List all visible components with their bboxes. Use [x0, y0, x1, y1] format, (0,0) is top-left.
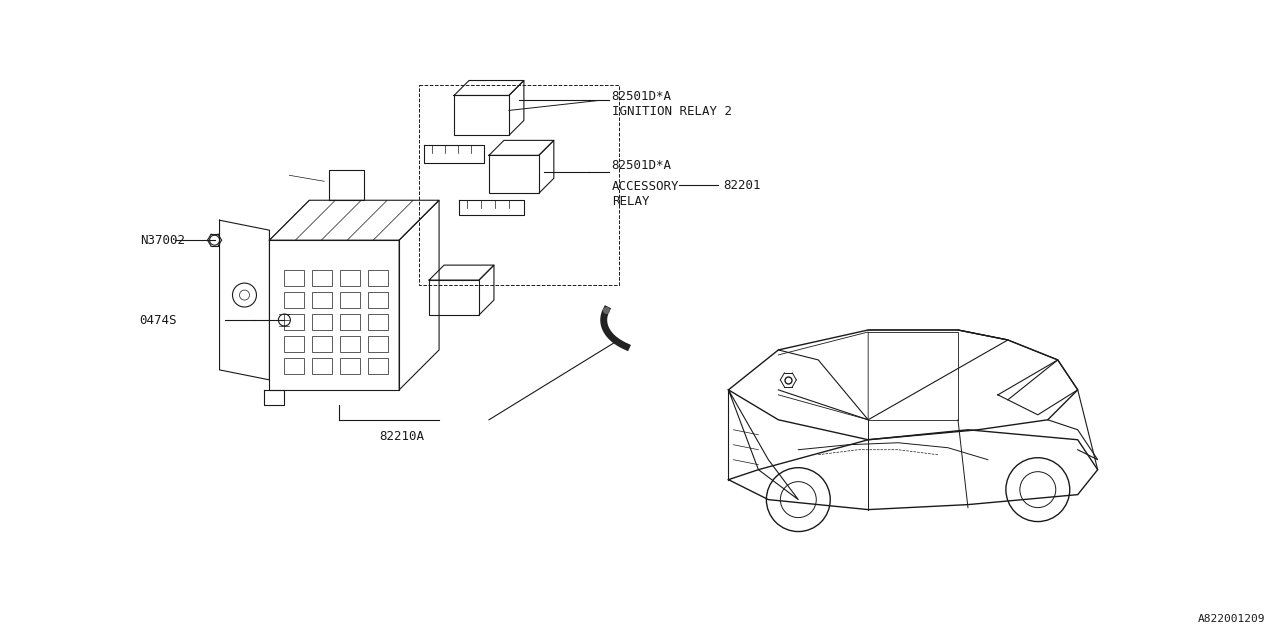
Bar [369, 358, 388, 374]
Bar [340, 336, 360, 352]
Bar [340, 270, 360, 286]
Bar [340, 358, 360, 374]
Text: 82210A: 82210A [379, 430, 424, 443]
Text: A822001209: A822001209 [1198, 614, 1265, 625]
Bar [340, 314, 360, 330]
Text: 82201: 82201 [723, 179, 762, 192]
Bar [369, 292, 388, 308]
Bar [312, 314, 333, 330]
Bar [284, 270, 305, 286]
Bar [312, 270, 333, 286]
Bar [369, 270, 388, 286]
Bar [312, 292, 333, 308]
Bar [340, 292, 360, 308]
Bar [312, 336, 333, 352]
Bar [312, 358, 333, 374]
Bar [284, 336, 305, 352]
Text: N37002: N37002 [140, 234, 184, 246]
Bar [489, 156, 539, 193]
Bar [429, 280, 479, 315]
Text: 0474S: 0474S [140, 314, 177, 326]
Text: 82501D*A: 82501D*A [612, 159, 672, 172]
Bar [284, 292, 305, 308]
Text: ACCESSORY
RELAY: ACCESSORY RELAY [612, 180, 680, 208]
Bar [369, 336, 388, 352]
Bar [284, 314, 305, 330]
Bar [369, 314, 388, 330]
Bar [284, 358, 305, 374]
Text: 82501D*A
IGNITION RELAY 2: 82501D*A IGNITION RELAY 2 [612, 90, 732, 118]
Bar [454, 95, 509, 136]
